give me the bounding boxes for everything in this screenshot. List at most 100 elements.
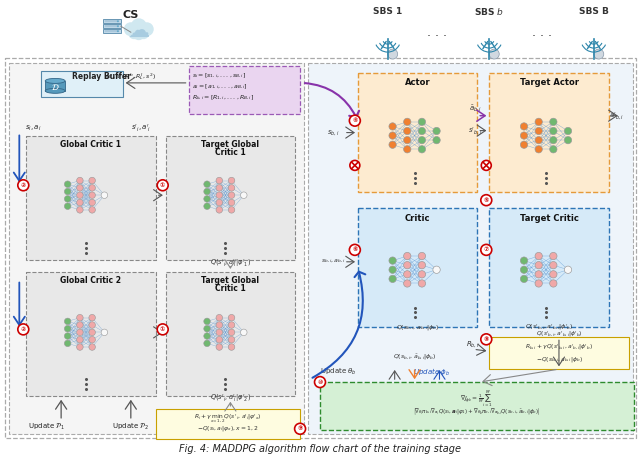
Text: ⑦: ⑦ xyxy=(484,247,489,252)
Text: SBS 1: SBS 1 xyxy=(373,7,403,16)
Circle shape xyxy=(419,271,426,278)
Circle shape xyxy=(216,314,223,321)
Circle shape xyxy=(404,271,411,278)
Circle shape xyxy=(77,199,83,206)
Text: $Q(s'_{b,i},a'_{b,i}|\phi'_b)$: $Q(s'_{b,i},a'_{b,i}|\phi'_b)$ xyxy=(536,330,582,339)
Circle shape xyxy=(404,118,411,126)
Text: $Q(s'_i,a'_i|\varphi'_1)$: $Q(s'_i,a'_i|\varphi'_1)$ xyxy=(210,258,251,270)
Text: $R_i + \gamma\min_{x=1,2}Q(s'_i,a'_i|\varphi'_x)$: $R_i + \gamma\min_{x=1,2}Q(s'_i,a'_i|\va… xyxy=(193,412,261,424)
Text: ①: ① xyxy=(160,327,165,332)
Circle shape xyxy=(131,18,147,34)
Bar xyxy=(489,208,609,327)
Bar xyxy=(489,73,609,192)
Circle shape xyxy=(216,336,223,343)
Circle shape xyxy=(228,336,235,343)
Text: $s_i,a_i$: $s_i,a_i$ xyxy=(25,124,42,133)
Circle shape xyxy=(550,118,557,126)
Circle shape xyxy=(65,340,71,346)
Circle shape xyxy=(157,324,168,335)
Circle shape xyxy=(594,49,604,59)
Circle shape xyxy=(204,340,211,346)
Circle shape xyxy=(564,128,572,135)
Circle shape xyxy=(389,132,396,139)
Text: Target Actor: Target Actor xyxy=(520,79,579,87)
Circle shape xyxy=(535,271,542,278)
Text: Target Global: Target Global xyxy=(202,140,259,149)
Circle shape xyxy=(77,322,83,328)
Bar xyxy=(358,208,477,327)
Circle shape xyxy=(77,344,83,351)
Text: Critic: Critic xyxy=(405,213,430,223)
Circle shape xyxy=(77,336,83,343)
Text: ①: ① xyxy=(160,183,165,188)
Text: ⑨: ⑨ xyxy=(298,426,303,431)
Circle shape xyxy=(419,137,426,144)
Bar xyxy=(10,63,304,434)
Bar xyxy=(166,136,295,260)
Circle shape xyxy=(228,207,235,213)
Text: $R_{k,i}=[R_{1,i},...,R_{B,i}]$: $R_{k,i}=[R_{1,i},...,R_{B,i}]$ xyxy=(191,94,254,102)
Circle shape xyxy=(157,180,168,191)
Circle shape xyxy=(140,22,154,36)
Circle shape xyxy=(77,329,83,335)
Circle shape xyxy=(419,146,426,153)
Circle shape xyxy=(228,177,235,184)
Circle shape xyxy=(481,334,492,345)
Circle shape xyxy=(89,192,95,198)
Bar xyxy=(103,24,121,28)
Bar xyxy=(320,382,634,430)
Circle shape xyxy=(481,195,492,206)
Circle shape xyxy=(535,280,542,287)
Circle shape xyxy=(550,261,557,269)
Circle shape xyxy=(216,185,223,191)
Text: ②: ② xyxy=(20,327,26,332)
Text: Global Critic 2: Global Critic 2 xyxy=(61,276,122,285)
Text: $R_{b,i}$: $R_{b,i}$ xyxy=(467,339,480,349)
Text: ②: ② xyxy=(20,183,26,188)
Text: $\nabla J_{\phi_b}=\frac{1}{M}\sum_{i=1}^{M}$: $\nabla J_{\phi_b}=\frac{1}{M}\sum_{i=1}… xyxy=(460,389,493,409)
Circle shape xyxy=(204,188,211,195)
Bar xyxy=(103,29,121,33)
Circle shape xyxy=(117,20,119,22)
Circle shape xyxy=(241,192,247,198)
Text: Actor: Actor xyxy=(404,79,430,87)
Circle shape xyxy=(404,128,411,135)
Ellipse shape xyxy=(45,88,65,93)
Circle shape xyxy=(550,146,557,153)
Circle shape xyxy=(89,185,95,191)
Circle shape xyxy=(550,280,557,287)
Text: Update $\phi_b$: Update $\phi_b$ xyxy=(413,367,450,378)
Circle shape xyxy=(216,329,223,335)
Bar xyxy=(358,73,477,192)
Text: $s_{b,i}$: $s_{b,i}$ xyxy=(326,128,339,137)
Circle shape xyxy=(228,314,235,321)
Bar xyxy=(489,337,628,369)
Circle shape xyxy=(65,318,71,324)
Circle shape xyxy=(89,207,95,213)
Circle shape xyxy=(489,49,499,59)
Text: ⑤: ⑤ xyxy=(484,198,489,202)
Circle shape xyxy=(419,118,426,126)
Circle shape xyxy=(216,199,223,206)
Bar xyxy=(308,63,632,434)
Circle shape xyxy=(433,266,440,273)
Circle shape xyxy=(520,141,528,149)
Bar xyxy=(26,136,156,260)
Circle shape xyxy=(139,29,148,39)
Circle shape xyxy=(564,266,572,273)
Ellipse shape xyxy=(45,79,65,83)
Circle shape xyxy=(550,271,557,278)
Circle shape xyxy=(132,26,146,40)
Text: $-Q(s_i,a_i|\varphi_x), x=1,2$: $-Q(s_i,a_i|\varphi_x), x=1,2$ xyxy=(196,424,259,433)
Text: $Q(s'_i,a'_i|\varphi'_2)$: $Q(s'_i,a'_i|\varphi'_2)$ xyxy=(210,393,251,405)
Circle shape xyxy=(535,146,542,153)
Circle shape xyxy=(481,160,492,170)
Circle shape xyxy=(77,177,83,184)
Text: $a'_{b,i}$: $a'_{b,i}$ xyxy=(609,110,624,121)
Circle shape xyxy=(228,344,235,351)
Circle shape xyxy=(535,252,542,260)
Text: $a_i=[a_{1,i},...,a_{B,i}]$: $a_i=[a_{1,i},...,a_{B,i}]$ xyxy=(191,83,248,91)
Circle shape xyxy=(419,128,426,135)
Circle shape xyxy=(117,25,119,27)
Text: $\mathcal{D}$: $\mathcal{D}$ xyxy=(51,82,60,92)
